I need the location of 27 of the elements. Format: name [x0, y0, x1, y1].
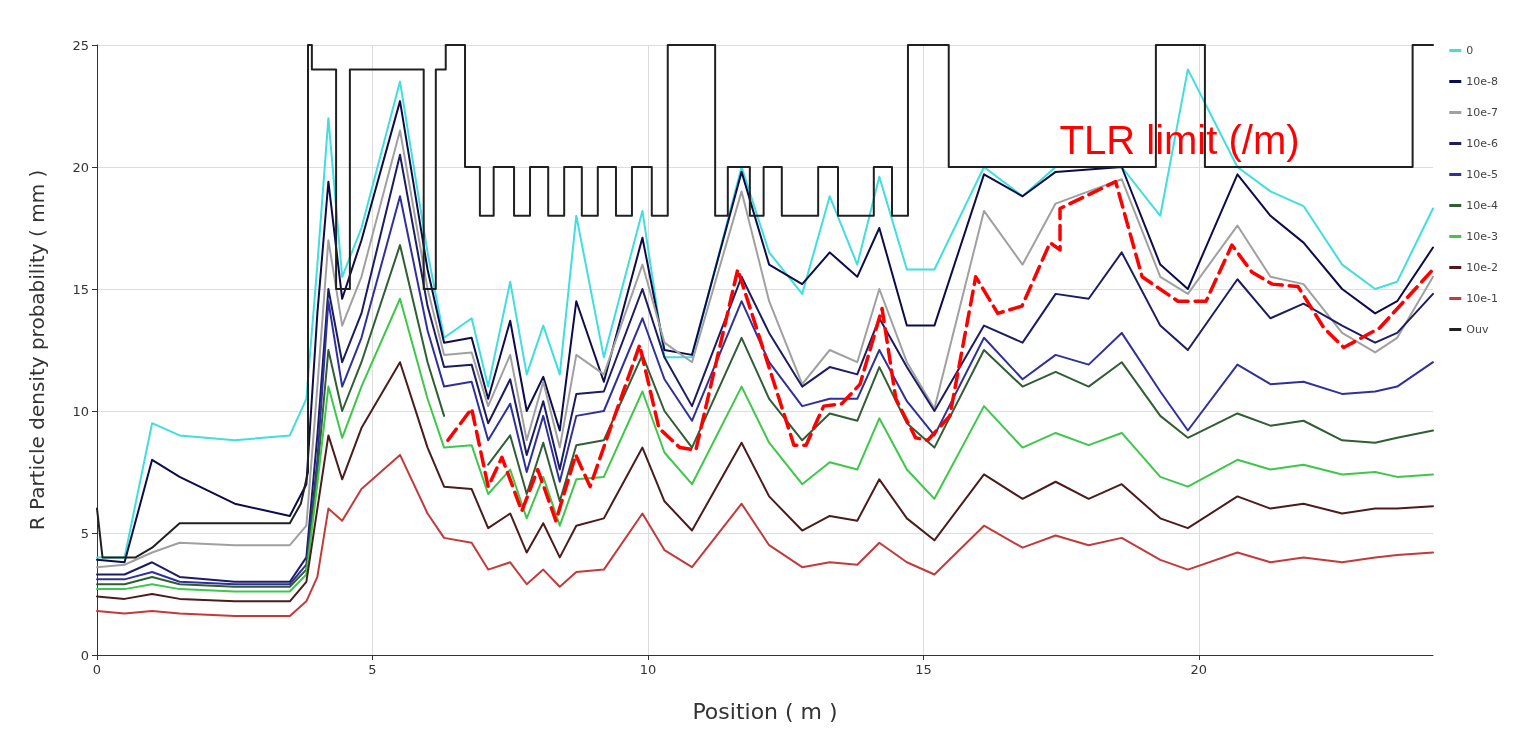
y-axis-title: R Particle density probability ( mm ) — [25, 169, 49, 531]
x-tick-label: 20 — [1190, 662, 1208, 677]
y-tick-label: 0 — [80, 647, 89, 663]
legend-label: 10e-1 — [1466, 292, 1498, 305]
legend-label: 10e-4 — [1466, 199, 1498, 212]
y-tick-label: 15 — [72, 281, 89, 297]
line-series — [96, 453, 1434, 617]
line-series — [96, 297, 1434, 593]
x-tick-label: 15 — [915, 662, 932, 677]
legend-label: 0 — [1466, 44, 1474, 57]
line-series — [446, 179, 1435, 523]
x-tick-label: 0 — [92, 662, 102, 677]
y-tick-label: 10 — [72, 403, 89, 419]
x-tick-label: 5 — [368, 662, 377, 677]
legend-label: 10e-6 — [1466, 137, 1498, 150]
legend-label: 10e-2 — [1466, 261, 1498, 274]
legend-label: 10e-5 — [1466, 168, 1498, 181]
legend-label: 10e-8 — [1466, 75, 1498, 88]
x-axis-title: Position ( m ) — [692, 698, 838, 724]
x-tick-label: 10 — [639, 662, 657, 677]
y-tick-label: 5 — [80, 525, 89, 541]
legend-label: 10e-3 — [1466, 230, 1498, 243]
legend-label: 10e-7 — [1466, 106, 1498, 119]
line-series — [96, 361, 1434, 603]
legend-label: Ouv — [1466, 323, 1489, 336]
y-tick-label: 25 — [72, 37, 89, 53]
y-tick-label: 20 — [72, 159, 89, 175]
